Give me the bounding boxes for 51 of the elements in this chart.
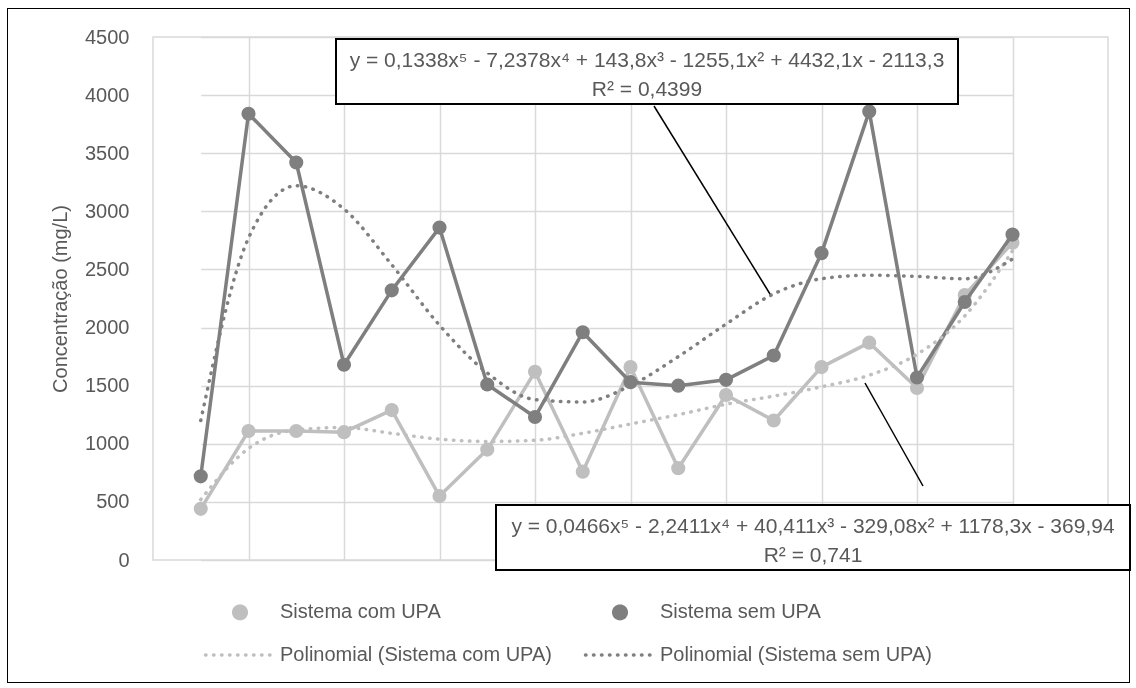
point [480, 442, 495, 457]
point [193, 469, 208, 484]
y-axis-title: Concentração (mg/L) [49, 205, 72, 393]
legend-label: Polinomial (Sistema sem UPA) [660, 643, 932, 665]
point [480, 377, 495, 392]
y-tick-label: 500 [96, 490, 130, 513]
point [384, 403, 399, 418]
point [862, 335, 877, 350]
point [575, 325, 590, 340]
point [671, 461, 686, 476]
point [432, 489, 447, 504]
callout-box: y = 0,0466x⁵ - 2,2411x⁴ + 40,411x³ - 329,08x² + 1178,3x - 369,94 R² = 0,741 [495, 504, 1131, 571]
point [575, 464, 590, 479]
point [814, 246, 829, 261]
y-tick-label: 2500 [85, 257, 130, 280]
point [241, 423, 256, 439]
point [432, 220, 447, 235]
y-tick-label: 2000 [85, 316, 130, 339]
point [384, 283, 399, 298]
point [766, 348, 781, 363]
y-tick-label: 3500 [85, 141, 130, 164]
y-tick-label: 4000 [85, 83, 130, 106]
point [193, 501, 208, 516]
point [623, 360, 638, 375]
annotation: y = 0,0466x⁵ - 2,2411x⁴ + 40,411x³ - 329,08x² + 1178,3x - 369,94 R² = 0,741 [510, 513, 1116, 568]
legend-label: Polinomial (Sistema com UPA) [280, 643, 552, 665]
point [289, 423, 304, 439]
point [671, 378, 686, 393]
annotation: y = 0,1338x⁵ - 7,2378x⁴ + 143,8x³ - 1255,1x² + 4432,1x - 2113,3 R² = 0,4399 [348, 47, 946, 102]
point [766, 413, 781, 428]
point [909, 370, 925, 385]
point [718, 372, 734, 387]
point [289, 155, 304, 170]
point [336, 357, 352, 372]
point [527, 364, 543, 379]
point [957, 294, 972, 310]
y-tick-label: 1000 [85, 432, 130, 455]
point [336, 425, 352, 440]
point [718, 387, 734, 403]
y-tick-label: 1500 [85, 374, 130, 397]
point [814, 360, 829, 375]
y-tick-label: 0 [118, 548, 130, 571]
legend-label: Sistema com UPA [280, 600, 442, 623]
point [1005, 227, 1020, 242]
point [862, 104, 877, 119]
y-tick-label: 4500 [85, 25, 130, 48]
callout-box: y = 0,1338x⁵ - 7,2378x⁴ + 143,8x³ - 1255,1x² + 4432,1x - 2113,3 R² = 0,4399 [335, 38, 959, 105]
y-tick-label: 3000 [85, 199, 130, 222]
point [527, 409, 543, 425]
legend-label: Sistema sem UPA [660, 600, 822, 623]
point [241, 106, 256, 121]
